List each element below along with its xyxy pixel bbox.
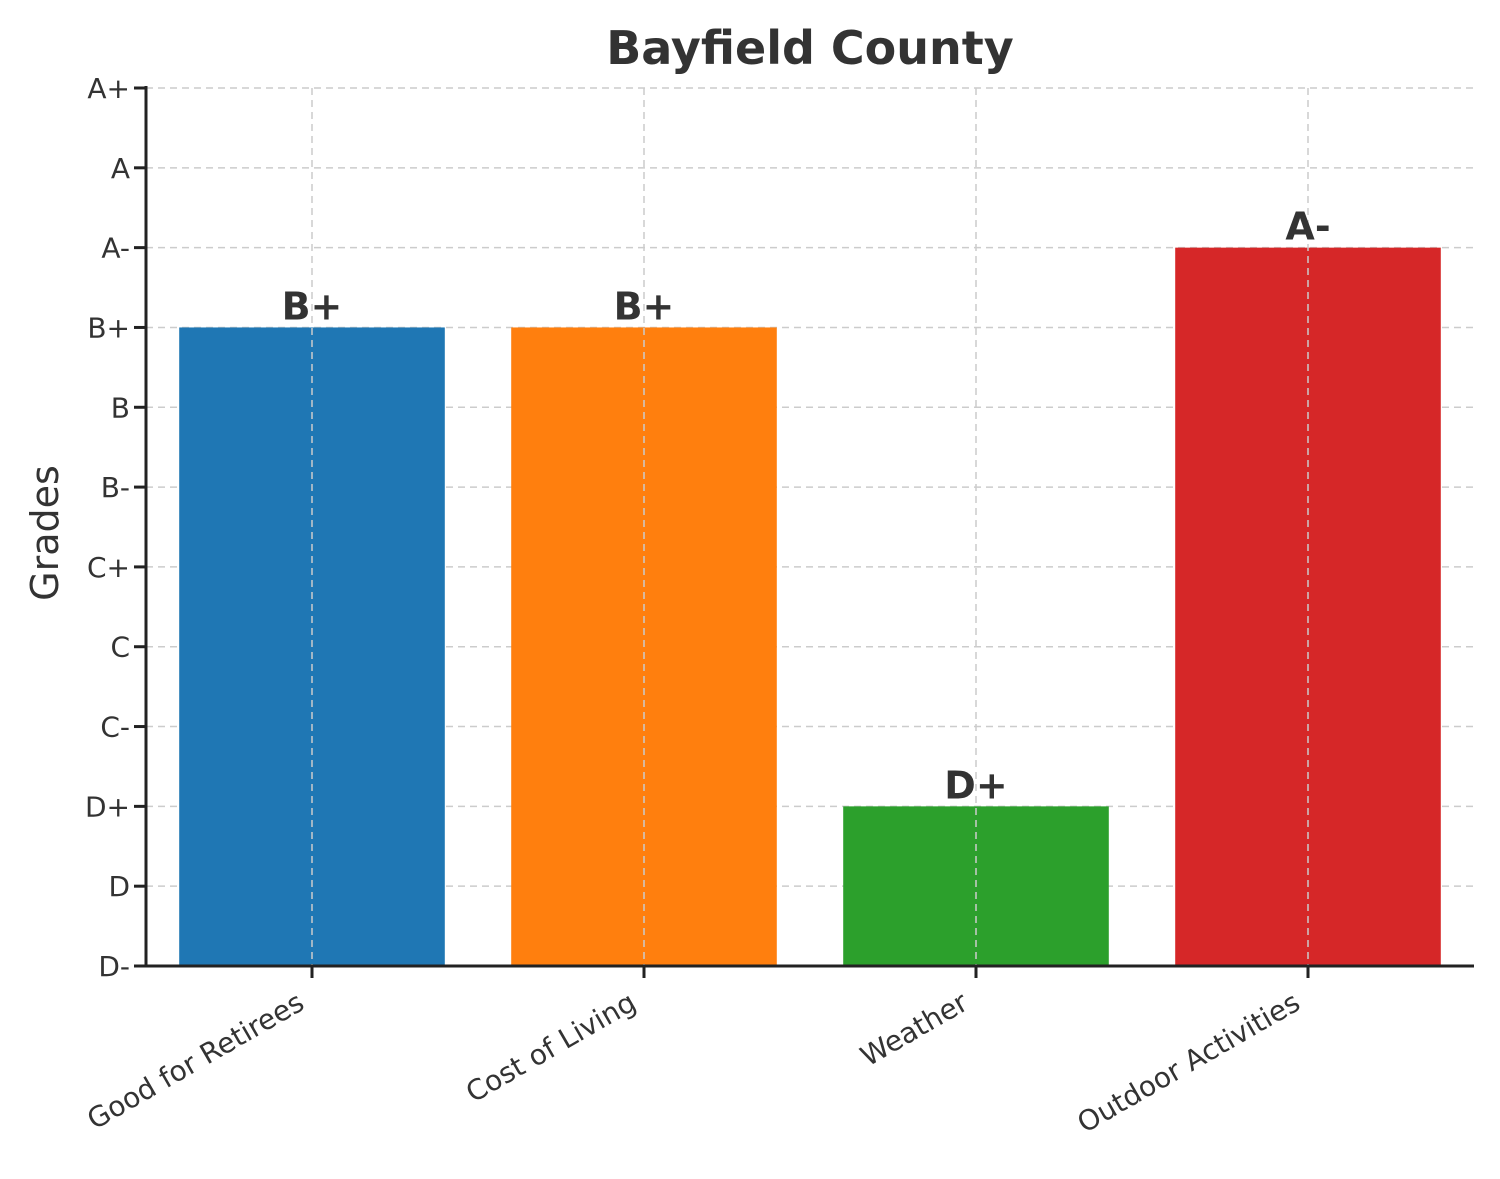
x-tick-label: Weather <box>855 985 974 1073</box>
y-tick-label: C <box>110 631 130 664</box>
y-tick-label: D+ <box>85 790 130 823</box>
y-tick-label: B <box>111 391 130 424</box>
bars-layer <box>179 247 1441 967</box>
y-tick-label: C+ <box>87 551 130 584</box>
y-tick-label: D <box>108 870 130 903</box>
vertical-grid-layer <box>311 88 1309 966</box>
bar-value-label: D+ <box>944 763 1007 807</box>
chart-title: Bayfield County <box>606 21 1014 75</box>
y-axis-label: Grades <box>23 465 67 601</box>
bar-value-label: B+ <box>282 284 343 328</box>
x-tick-label: Outdoor Activities <box>1072 985 1306 1139</box>
x-tick-label: Cost of Living <box>460 985 641 1109</box>
y-tick-label: B+ <box>87 311 130 344</box>
y-tick-label: A- <box>101 232 130 265</box>
bar-value-label: B+ <box>614 284 675 328</box>
x-ticks-layer: Good for Retirees Cost of Living Weather Ou… <box>82 966 1310 1140</box>
y-ticks-layer: D- D D+ C- C C+ B- B B+ A- A A+ <box>85 72 146 983</box>
y-tick-label: A <box>111 152 130 185</box>
y-tick-label: D- <box>98 950 130 983</box>
bar-labels-layer: B+ B+ D+ A- <box>282 205 1331 808</box>
x-tick-label: Good for Retirees <box>82 985 310 1136</box>
y-tick-label: A+ <box>87 72 130 105</box>
y-tick-label: B- <box>101 471 130 504</box>
bar-value-label: A- <box>1285 205 1330 249</box>
y-tick-label: C- <box>100 711 130 744</box>
axes-layer <box>144 86 1474 968</box>
